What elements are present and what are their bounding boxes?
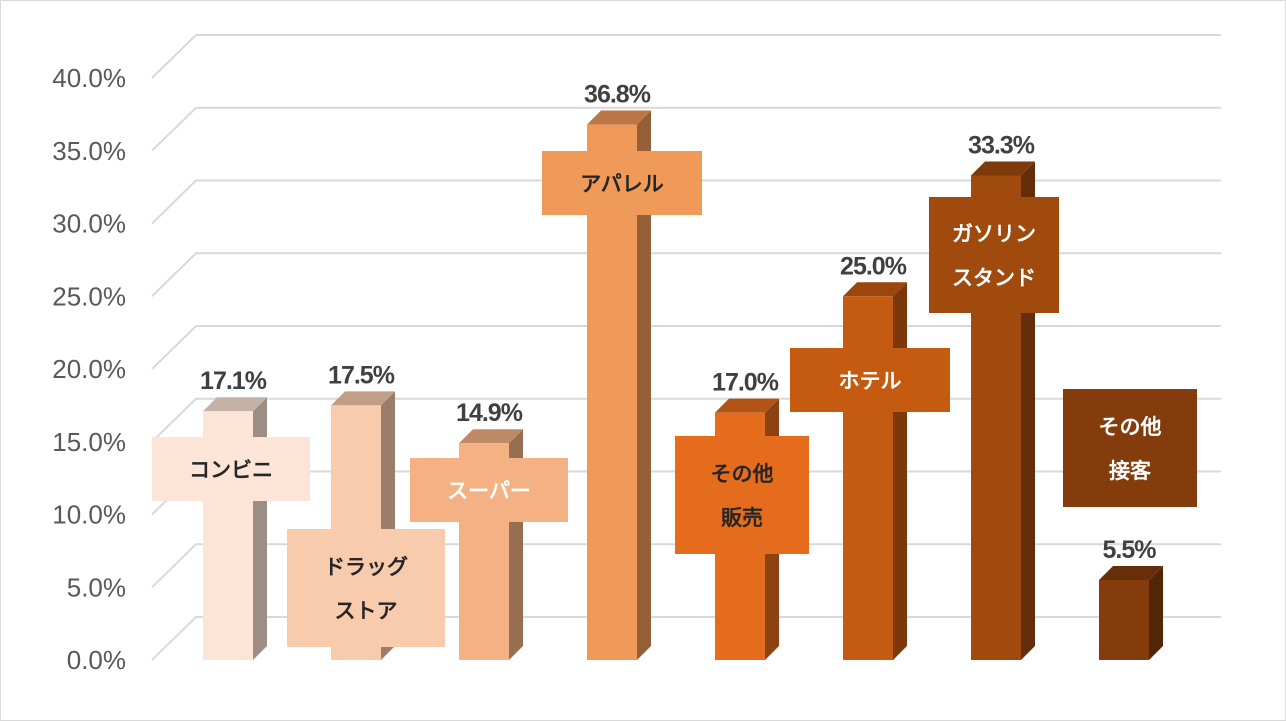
- category-box: [152, 437, 310, 501]
- bar-side: [893, 282, 907, 660]
- y-tick-label: 40.0%: [52, 63, 126, 93]
- category-box: [410, 458, 568, 522]
- y-tick-label: 5.0%: [67, 572, 126, 602]
- category-box: [542, 151, 702, 215]
- category-text: ガソリン: [952, 222, 1036, 246]
- gridline: [151, 179, 1221, 225]
- bar-top: [843, 282, 907, 297]
- data-label: 36.8%: [584, 81, 651, 109]
- y-tick-label: 30.0%: [52, 209, 126, 239]
- bar-top: [587, 110, 651, 125]
- bar-side: [1149, 565, 1163, 660]
- category-label: コンビニ: [152, 437, 310, 501]
- gridline: [151, 106, 1221, 152]
- category-box: [287, 529, 445, 647]
- category-label: アパレル: [542, 151, 702, 215]
- bar-top: [331, 391, 395, 406]
- category-box: [929, 197, 1059, 313]
- category-label: ホテル: [790, 348, 950, 412]
- y-tick-label: 35.0%: [52, 136, 126, 166]
- bar-top: [971, 161, 1035, 176]
- data-label: 5.5%: [1103, 536, 1157, 564]
- category-text: ホテル: [839, 369, 902, 393]
- y-tick-label: 20.0%: [52, 354, 126, 384]
- data-label: 14.9%: [456, 399, 523, 427]
- category-box: [675, 436, 809, 554]
- bar-front: [1099, 579, 1149, 660]
- y-tick-label: 25.0%: [52, 281, 126, 311]
- category-label: スーパー: [410, 458, 568, 522]
- gridline: [151, 325, 1221, 370]
- y-tick-label: 10.0%: [52, 500, 126, 530]
- category-text: アパレル: [580, 172, 664, 196]
- data-label: 17.1%: [200, 367, 267, 395]
- data-label: 17.0%: [712, 369, 779, 397]
- bar-top: [715, 398, 779, 413]
- bar-side: [253, 397, 267, 660]
- category-text: スーパー: [447, 479, 531, 503]
- bar: [843, 282, 907, 660]
- category-text: 販売: [721, 506, 763, 530]
- y-tick-label: 15.0%: [52, 427, 126, 457]
- category-box: [1063, 389, 1197, 507]
- category-text: ドラッグ: [324, 555, 408, 579]
- bar-side: [637, 110, 651, 660]
- bar-top: [459, 429, 523, 444]
- data-label: 33.3%: [968, 131, 1035, 159]
- category-text: 接客: [1109, 459, 1152, 483]
- bar-top: [1099, 565, 1163, 580]
- data-label: 25.0%: [840, 252, 907, 280]
- bar: [203, 397, 267, 660]
- y-tick-label: 0.0%: [67, 645, 126, 675]
- category-box: [790, 348, 950, 412]
- category-text: その他: [1099, 415, 1162, 439]
- gridline: [151, 252, 1221, 297]
- gridline: [151, 397, 1221, 443]
- bar-top: [203, 397, 267, 412]
- category-text: コンビニ: [189, 458, 273, 482]
- bar: [1099, 565, 1163, 660]
- gridline: [151, 34, 1221, 79]
- category-text: その他: [711, 462, 774, 486]
- category-text: スタンド: [952, 266, 1036, 290]
- data-label: 17.5%: [328, 361, 395, 389]
- category-text: ストア: [335, 599, 398, 623]
